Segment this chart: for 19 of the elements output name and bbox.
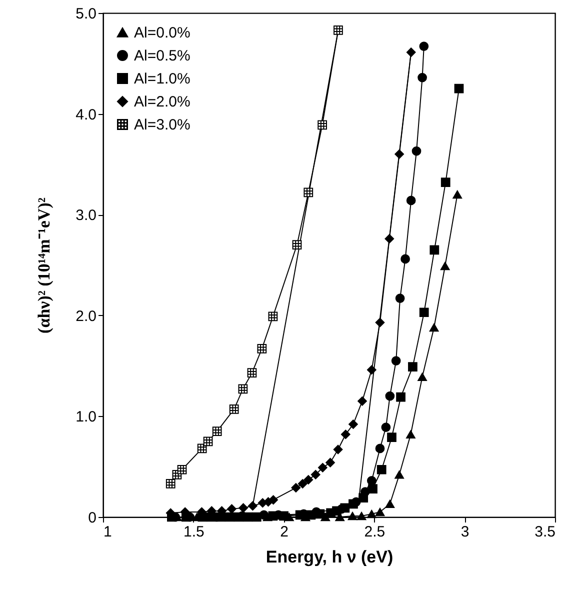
legend-label: Al=1.0%	[134, 70, 190, 88]
y-tick-label: 5.0	[76, 6, 96, 22]
y-tick-label: 2.0	[76, 308, 96, 325]
y-axis-title: (αhν)² (10¹⁴m⁻¹eV)²	[34, 198, 54, 334]
x-tick-label: 1	[104, 524, 112, 540]
x-tick-label: 3.5	[534, 524, 556, 540]
y-tick-label: 1.0	[76, 408, 96, 426]
legend-label: Al=3.0%	[134, 116, 190, 134]
x-tick-label: 2	[280, 524, 288, 540]
y-tick-label: 4.0	[76, 106, 96, 124]
legend-label: Al=2.0%	[134, 94, 190, 110]
legend-label: Al=0.0%	[134, 24, 190, 42]
x-axis-title: Energy, h ν (eV)	[266, 548, 394, 566]
y-tick-label: 3.0	[76, 207, 96, 224]
x-tick-label: 2.5	[364, 524, 386, 540]
legend-label: Al=0.5%	[134, 48, 190, 64]
y-tick-label: 0	[88, 510, 96, 526]
x-tick-label: 3	[460, 524, 470, 540]
x-tick-label: 1.5	[183, 524, 204, 540]
